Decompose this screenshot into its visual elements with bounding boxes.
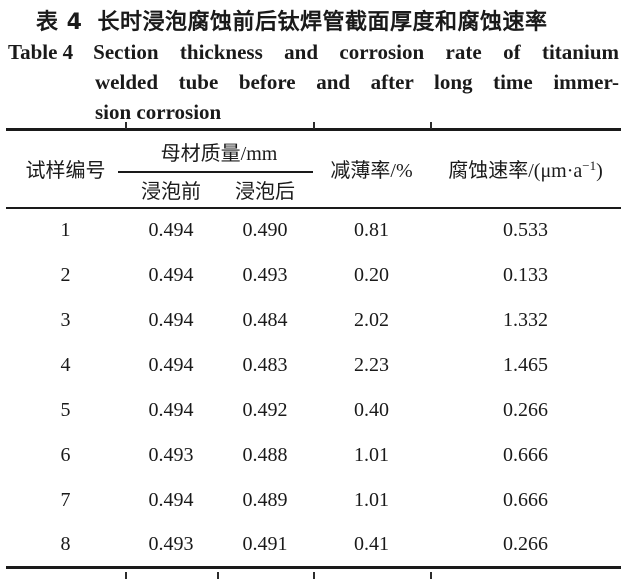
- table-cell: 0.491: [242, 532, 288, 555]
- column-rule-tick: [125, 122, 127, 129]
- table-cell: 0.40: [354, 398, 390, 421]
- table-cell: 0.494: [148, 353, 194, 376]
- table-cell: 0.41: [354, 532, 390, 555]
- corrosion-rate-unit-prefix: 腐蚀速率/(μm·a: [448, 160, 583, 183]
- table-cell: 0.266: [503, 398, 549, 421]
- data-table-container: 试样编号 母材质量/mm 减薄率/% 腐蚀速率/(μm·a−1) 浸泡前 浸泡后…: [6, 128, 622, 569]
- table-row: 1 0.494 0.490 0.81 0.533: [6, 206, 622, 253]
- table-cell: 0.490: [217, 206, 314, 253]
- header-sample-number: 试样编号: [25, 160, 106, 183]
- table-cell: 0.666: [503, 443, 549, 466]
- table-number-en: Table 4: [8, 40, 74, 64]
- header-base-material-thickness: 母材质量/mm: [117, 130, 314, 172]
- table-cell: 0.20: [354, 263, 390, 286]
- table-cell: 0.489: [242, 488, 288, 511]
- table-row: 2 0.494 0.493 0.20 0.133: [6, 253, 621, 298]
- table-cell: 2.23: [354, 353, 390, 376]
- table-caption-en: Table 4 Section thickness and corrosion …: [8, 37, 619, 127]
- column-rule-tick: [217, 572, 219, 579]
- table-cell: 0.494: [148, 308, 194, 331]
- table-number-zh: 表 4: [36, 10, 83, 35]
- table-cell: 0.493: [242, 263, 288, 286]
- caption-en-line-2: welded tube before and after long time i…: [95, 70, 619, 94]
- header-row-1: 试样编号 母材质量/mm 减薄率/% 腐蚀速率/(μm·a−1): [6, 130, 621, 183]
- table-caption-zh-text: 长时浸泡腐蚀前后钛焊管截面厚度和腐蚀速率: [97, 10, 548, 35]
- table-row: 4 0.494 0.483 2.23 1.465: [6, 343, 621, 388]
- column-rule-tick: [125, 572, 127, 579]
- table-cell: 1.01: [354, 488, 390, 511]
- header-corrosion-rate: 腐蚀速率/(μm·a−1): [430, 130, 621, 208]
- table-cell: 1.465: [503, 353, 549, 376]
- table-cell: 7: [60, 488, 71, 511]
- column-rule-tick: [430, 572, 432, 579]
- caption-en-line-3: sion corrosion: [95, 100, 222, 124]
- table-cell: 0.494: [148, 263, 194, 286]
- table-row: 5 0.494 0.492 0.40 0.266: [6, 388, 621, 433]
- table-row: 6 0.493 0.488 1.01 0.666: [6, 433, 621, 478]
- table-row: 7 0.494 0.489 1.01 0.666: [6, 478, 621, 523]
- table-cell: 0.666: [503, 488, 549, 511]
- table-row: 8 0.493 0.491 0.41 0.266: [6, 523, 621, 568]
- column-rule-tick: [313, 572, 315, 579]
- table-cell: 2.02: [354, 308, 390, 331]
- table-body: 1 0.494 0.490 0.81 0.533 2 0.494 0.493 0.20 0.133…: [6, 206, 622, 568]
- table-cell: 0.493: [148, 443, 194, 466]
- column-rule-tick: [313, 122, 315, 129]
- table-cell: 2: [60, 263, 71, 286]
- table-cell: 1: [6, 206, 125, 253]
- table-cell: 0.492: [242, 398, 288, 421]
- table-cell: 0.494: [148, 398, 194, 421]
- table-cell: 0.266: [503, 532, 549, 555]
- table-cell: 4: [60, 353, 71, 376]
- corrosion-rate-unit-suffix: ): [596, 160, 603, 183]
- data-table: 试样编号 母材质量/mm 减薄率/% 腐蚀速率/(μm·a−1) 浸泡前 浸泡后…: [6, 128, 622, 569]
- table-cell: 0.488: [242, 443, 288, 466]
- header-after-immersion: 浸泡后: [235, 180, 295, 203]
- table-cell: 0.483: [242, 353, 288, 376]
- table-cell: 0.494: [148, 488, 194, 511]
- header-row-2: 浸泡前 浸泡后: [6, 172, 621, 208]
- table-cell: 0.533: [430, 206, 622, 253]
- corrosion-rate-unit-exponent: −1: [582, 158, 597, 174]
- caption-en-text-1: Section thickness and corrosion rate of …: [93, 40, 619, 64]
- table-cell: 8: [60, 532, 71, 555]
- column-rule-tick: [430, 122, 432, 129]
- table-cell: 0.81: [313, 206, 431, 253]
- table-cell: 6: [60, 443, 71, 466]
- table-cell: 0.493: [148, 532, 194, 555]
- table-cell: 5: [60, 398, 71, 421]
- table-cell: 1.332: [503, 308, 549, 331]
- table-cell: 3: [60, 308, 71, 331]
- table-cell: 0.484: [242, 308, 288, 331]
- table-header: 试样编号 母材质量/mm 减薄率/% 腐蚀速率/(μm·a−1) 浸泡前 浸泡后: [6, 130, 621, 208]
- table-cell: 1.01: [354, 443, 390, 466]
- table-row: 3 0.494 0.484 2.02 1.332: [6, 298, 621, 343]
- table-cell: 0.133: [503, 263, 549, 286]
- caption-en-line-1: Table 4 Section thickness and corrosion …: [8, 37, 619, 67]
- header-thinning-rate: 减薄率/%: [330, 160, 413, 183]
- table-cell: 0.494: [125, 206, 217, 253]
- header-before-immersion: 浸泡前: [141, 180, 201, 203]
- table-caption-zh: 表 4 长时浸泡腐蚀前后钛焊管截面厚度和腐蚀速率: [36, 4, 547, 36]
